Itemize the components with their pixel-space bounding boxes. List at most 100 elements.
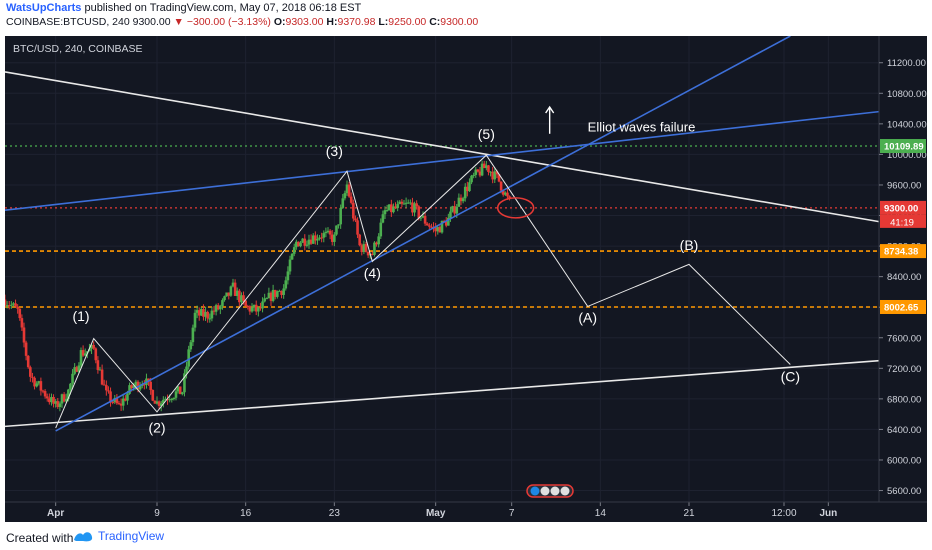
candle-body xyxy=(387,204,391,211)
candle-body xyxy=(449,211,452,218)
candle-body xyxy=(242,295,245,301)
candle-body xyxy=(16,306,19,309)
price-tag-label: 8734.38 xyxy=(884,247,918,258)
candle-body xyxy=(402,203,406,205)
candle-body xyxy=(440,220,444,233)
events-badge-frame xyxy=(526,484,574,498)
chart-header: WatsUpCharts published on TradingView.co… xyxy=(0,0,932,28)
candle-body xyxy=(430,226,433,228)
candle-body xyxy=(436,227,440,232)
candle-body xyxy=(250,307,254,312)
candle-body xyxy=(352,202,355,219)
candle-body xyxy=(316,238,319,241)
chart-area[interactable]: (1) (2) (3) (4) (5) (A) (B) (C) Elliot waves fai… xyxy=(3,35,927,522)
candle-body xyxy=(470,175,473,183)
candle-body xyxy=(438,227,442,233)
candle-body xyxy=(10,304,13,306)
candle-body xyxy=(501,190,505,195)
down-triangle-icon: ▼ xyxy=(173,16,184,28)
horizontal-levels xyxy=(5,145,879,308)
candle-body xyxy=(390,204,393,213)
candle-body xyxy=(31,376,34,378)
last-price: 9300.00 xyxy=(132,16,171,28)
price-tag xyxy=(880,200,926,215)
y-tick-label: 10400.00 xyxy=(887,119,927,130)
created-with-label: Created with xyxy=(6,531,74,545)
candle-body xyxy=(223,296,226,301)
y-tick-label: 6800.00 xyxy=(887,394,921,405)
y-tick-label: 5600.00 xyxy=(887,486,921,497)
candle-body xyxy=(29,367,32,377)
candle-body xyxy=(69,383,72,390)
candle-body xyxy=(406,202,410,204)
candle-body xyxy=(151,389,155,401)
candle-body xyxy=(286,271,290,281)
tradingview-brand[interactable]: TradingView xyxy=(72,529,164,543)
candle-body xyxy=(166,398,169,400)
candle-body xyxy=(240,295,243,303)
low-value: 9250.00 xyxy=(388,16,427,28)
candle-body xyxy=(111,401,114,403)
x-tick-label: 9 xyxy=(154,508,160,519)
annotation-text: Elliot waves failure xyxy=(588,119,696,134)
candle-body xyxy=(52,396,55,404)
candle-body xyxy=(491,171,494,180)
candle-body xyxy=(314,235,317,241)
candle-body xyxy=(366,251,370,256)
candle-body xyxy=(56,401,60,408)
candle-body xyxy=(12,303,15,305)
candle-body xyxy=(92,344,95,349)
time-axis[interactable]: Apr 9 16 23 May 7 14 21 12:00 Jun xyxy=(5,501,927,519)
close-value: 9300.00 xyxy=(440,16,479,28)
candle-body xyxy=(404,202,408,204)
trendline xyxy=(4,71,880,223)
candle-body xyxy=(54,401,57,404)
candle-body xyxy=(371,253,374,255)
candle-body xyxy=(159,403,163,406)
wave-label: (1) xyxy=(72,308,89,324)
events-badge[interactable] xyxy=(526,484,574,498)
chart-title: BTC/USD, 240, COINBASE xyxy=(13,43,143,55)
footer: Created with TradingView xyxy=(0,524,932,550)
candle-body xyxy=(463,186,467,199)
candle-body xyxy=(343,193,347,199)
candle-body xyxy=(62,394,66,402)
up-arrow-head-icon xyxy=(545,105,555,114)
candle-body xyxy=(138,385,142,390)
event-icon xyxy=(540,486,550,496)
candle-body xyxy=(451,206,454,212)
wave-label: (3) xyxy=(326,143,343,159)
candle-body xyxy=(219,306,222,310)
wave-label: (B) xyxy=(680,237,699,253)
symbol-label: COINBASE:BTCUSD, 240 xyxy=(6,16,130,28)
candle-body xyxy=(254,304,258,312)
candle-body xyxy=(126,393,129,401)
candle-body xyxy=(238,290,241,303)
grid xyxy=(5,36,879,502)
high-label: H: xyxy=(326,16,338,28)
candle-body xyxy=(423,215,427,224)
x-tick-label: 16 xyxy=(240,508,252,519)
event-icon xyxy=(550,486,560,496)
y-tick-label: 10000.00 xyxy=(887,150,927,161)
candle-body xyxy=(79,350,83,366)
candle-body xyxy=(421,215,425,218)
candle-body xyxy=(229,286,233,296)
candle-body xyxy=(176,386,180,392)
candle-body xyxy=(328,230,332,235)
price-tag xyxy=(880,244,926,259)
price-chart[interactable]: (1) (2) (3) (4) (5) (A) (B) (C) Elliot waves fai… xyxy=(3,35,927,522)
candle-body xyxy=(58,403,62,408)
trendline xyxy=(55,35,791,432)
price-axis[interactable]: 11200.00 10800.00 10400.00 10000.00 9600.00 9… xyxy=(878,36,927,502)
candle-body xyxy=(284,280,288,289)
candle-body xyxy=(50,396,53,403)
candle-body xyxy=(459,197,463,202)
candle-body xyxy=(377,236,380,245)
author-name[interactable]: WatsUpCharts xyxy=(6,2,82,14)
candle-body xyxy=(311,235,315,244)
tradingview-logo-icon xyxy=(74,532,93,542)
y-tick-label: 8400.00 xyxy=(887,272,921,283)
candle-body xyxy=(60,394,64,404)
candle-body xyxy=(347,184,351,197)
